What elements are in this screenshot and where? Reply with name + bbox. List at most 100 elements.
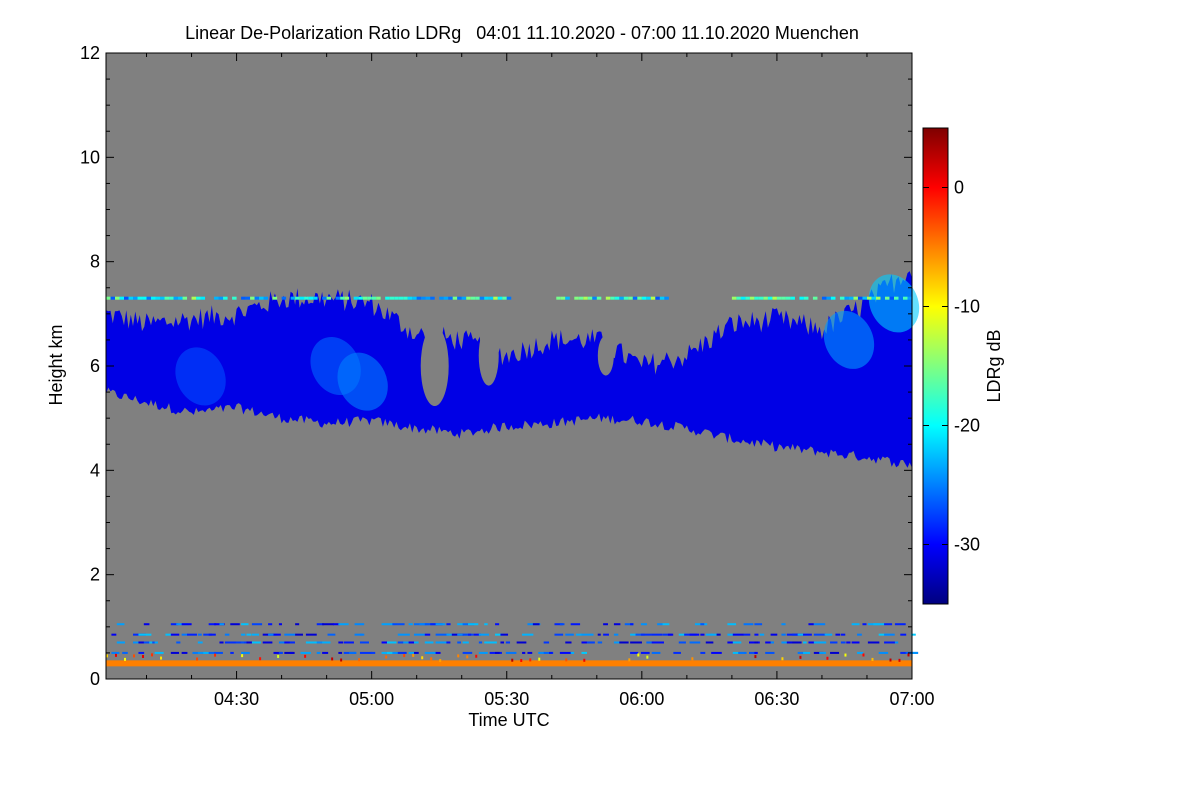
speckle xyxy=(700,633,705,636)
artifact-segment xyxy=(367,296,372,300)
artifact-segment xyxy=(502,296,507,300)
speckle xyxy=(149,641,153,644)
speckle xyxy=(316,623,325,626)
artifact-segment xyxy=(619,296,624,300)
speckle xyxy=(322,651,329,654)
speckle xyxy=(911,651,918,654)
artifact-segment xyxy=(299,296,305,300)
surface-speckle xyxy=(691,657,694,661)
speckle xyxy=(386,641,397,644)
speckle xyxy=(603,633,609,636)
artifact-segment xyxy=(232,296,237,300)
speckle xyxy=(246,641,254,644)
speckle xyxy=(359,641,369,644)
artifact-segment xyxy=(155,296,161,300)
surface-speckle xyxy=(340,658,343,662)
speckle xyxy=(803,633,812,636)
artifact-segment xyxy=(556,296,561,300)
artifact-segment xyxy=(353,296,359,300)
surface-speckle xyxy=(520,658,523,662)
colorbar-tick-label: -30 xyxy=(954,535,980,555)
y-tick-label: 12 xyxy=(80,43,100,63)
speckle xyxy=(565,633,574,636)
speckle xyxy=(435,623,446,626)
speckle xyxy=(116,641,125,644)
surface-speckle xyxy=(214,653,217,657)
surface-speckle xyxy=(565,658,568,662)
artifact-segment xyxy=(304,296,309,300)
artifact-segment xyxy=(560,296,566,300)
surface-speckle xyxy=(124,657,127,661)
artifact-segment xyxy=(412,296,417,300)
artifact-segment xyxy=(272,296,278,300)
artifact-segment xyxy=(443,296,449,300)
speckle xyxy=(581,633,594,636)
speckle xyxy=(349,651,357,654)
artifact-segment xyxy=(853,296,858,300)
speckle xyxy=(565,641,572,644)
artifact-segment xyxy=(736,296,741,300)
speckle xyxy=(732,641,742,644)
artifact-segment xyxy=(763,296,768,300)
artifact-segment xyxy=(754,296,759,300)
artifact-segment xyxy=(263,296,269,300)
speckle xyxy=(316,651,321,654)
speckle xyxy=(300,651,311,654)
speckle xyxy=(819,651,826,654)
surface-speckle xyxy=(259,657,262,661)
artifact-segment xyxy=(884,296,890,300)
speckle xyxy=(224,641,237,644)
surface-speckle xyxy=(142,654,145,658)
artifact-segment xyxy=(628,296,633,300)
speckle xyxy=(840,633,846,636)
cirrus-layer xyxy=(106,271,920,468)
y-axis-label: Height km xyxy=(46,324,66,405)
x-axis-label: Time UTC xyxy=(468,710,549,730)
artifact-segment xyxy=(137,296,143,300)
speckle xyxy=(808,623,814,626)
colorbar-tick-label: -20 xyxy=(954,416,980,436)
speckle xyxy=(743,623,754,626)
speckle xyxy=(630,633,637,636)
speckle xyxy=(522,633,534,636)
speckle xyxy=(419,623,430,626)
artifact-segment xyxy=(650,296,656,300)
speckle xyxy=(754,651,758,654)
artifact-segment xyxy=(871,296,876,300)
artifact-segment xyxy=(488,296,494,300)
speckle xyxy=(154,651,164,654)
speckle xyxy=(559,623,565,626)
fall-streak xyxy=(175,347,226,406)
speckle xyxy=(435,641,448,644)
artifact-segment xyxy=(196,296,201,300)
speckle xyxy=(262,641,273,644)
artifact-segment xyxy=(191,296,197,300)
speckle xyxy=(657,623,664,626)
artifact-segment xyxy=(893,296,899,300)
surface-speckle xyxy=(439,659,442,663)
artifact-segment xyxy=(641,296,647,300)
speckle xyxy=(381,641,389,644)
speckle xyxy=(846,641,851,644)
artifact-segment xyxy=(848,296,854,300)
artifact-segment xyxy=(259,296,264,300)
colorbar-tick-label: -10 xyxy=(954,297,980,317)
artifact-segment xyxy=(398,296,404,300)
artifact-segment xyxy=(106,296,111,300)
speckle xyxy=(667,633,674,636)
speckle xyxy=(894,623,906,626)
speckle xyxy=(170,623,179,626)
artifact-segment xyxy=(781,296,786,300)
surface-speckle xyxy=(277,654,280,658)
speckle xyxy=(873,623,886,626)
speckle xyxy=(397,633,410,636)
speckle xyxy=(646,641,654,644)
speckle xyxy=(754,623,763,626)
artifact-segment xyxy=(452,296,458,300)
artifact-segment xyxy=(182,296,188,300)
speckle xyxy=(197,641,203,644)
artifact-segment xyxy=(799,296,804,300)
speckle xyxy=(203,651,214,654)
speckle xyxy=(640,623,647,626)
